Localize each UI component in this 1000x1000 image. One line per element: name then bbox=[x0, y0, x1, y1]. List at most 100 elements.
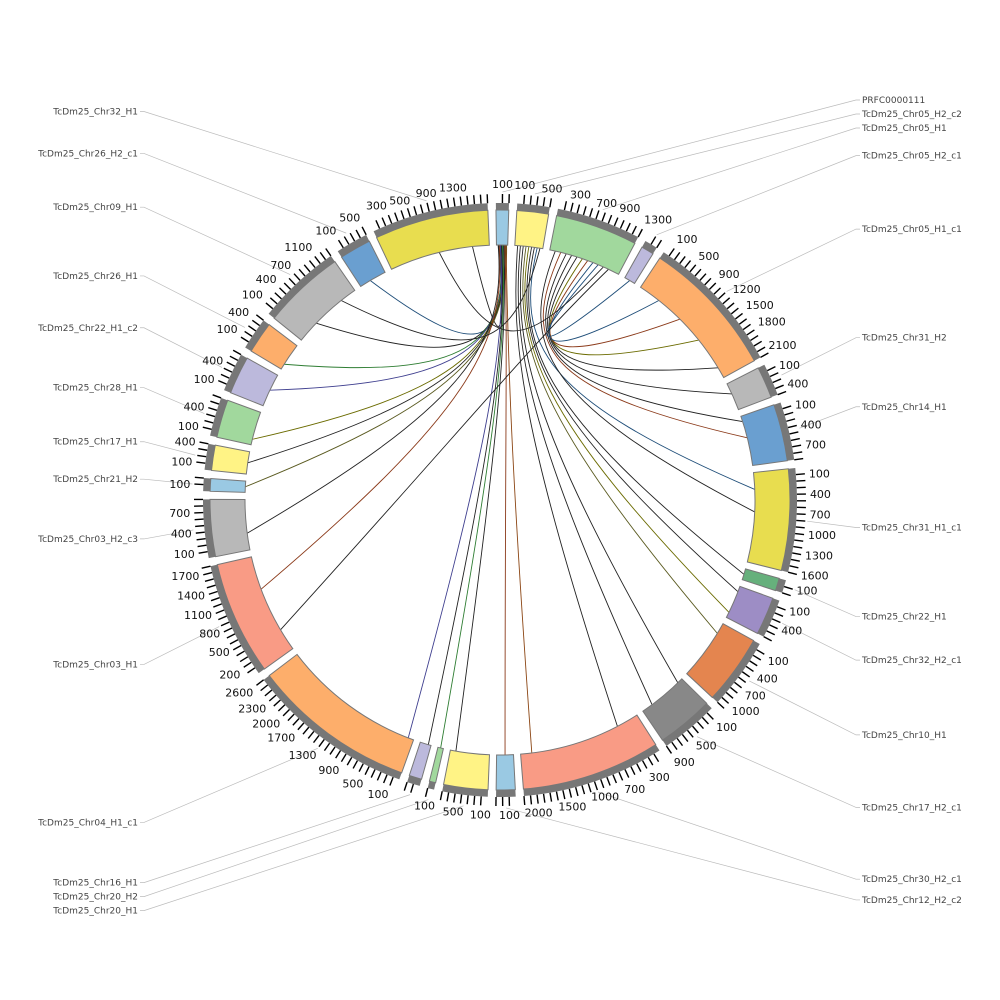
segment-arc[interactable] bbox=[442, 749, 490, 791]
tick-mark bbox=[536, 794, 539, 804]
tick-band bbox=[373, 203, 488, 238]
tick-mark bbox=[424, 787, 429, 797]
segment-TcDm25_Chr16_H1[interactable] bbox=[403, 741, 432, 793]
segment-arc[interactable] bbox=[210, 444, 251, 475]
segment-arc[interactable] bbox=[624, 246, 654, 285]
segment-arc[interactable] bbox=[428, 746, 444, 784]
segment-PRFC0000111[interactable]: 100 bbox=[492, 178, 513, 246]
segment-label: TcDm25_Chr21_H2 bbox=[52, 475, 138, 485]
segment-arc[interactable] bbox=[495, 209, 510, 246]
tick-label: 700 bbox=[596, 197, 617, 210]
link-ribbon bbox=[545, 253, 743, 423]
segment-TcDm25_Chr32_H1[interactable]: 300 500 900 1300 bbox=[366, 182, 490, 270]
segment-TcDm25_Chr20_H2[interactable]: 100 bbox=[414, 746, 444, 813]
segment-TcDm25_Chr03_H1[interactable]: 200 500 800 1100 1400 1700 bbox=[171, 556, 294, 682]
segment-arc[interactable] bbox=[495, 754, 516, 791]
segment-arc[interactable] bbox=[209, 477, 247, 493]
segment-TcDm25_Chr31_H1_c1[interactable]: 100 400 700 1000 1300 1600 bbox=[746, 467, 836, 582]
segment-TcDm25_Chr12_H2_c2[interactable]: 100 bbox=[495, 754, 520, 822]
tick-label: 100 bbox=[367, 788, 388, 801]
tick-label: 300 bbox=[366, 199, 387, 212]
segment-arc[interactable] bbox=[740, 404, 788, 467]
tick-mark bbox=[198, 448, 208, 451]
segment-TcDm25_Chr28_H1[interactable]: 100 400 bbox=[178, 394, 262, 446]
segment-arc[interactable] bbox=[216, 556, 294, 670]
tick-mark bbox=[641, 760, 648, 769]
segment-TcDm25_Chr05_H2_c1[interactable] bbox=[624, 236, 663, 285]
label-leader bbox=[140, 478, 193, 485]
tick-mark bbox=[790, 437, 800, 442]
segment-TcDm25_Chr14_H1[interactable]: 100 400 700 bbox=[740, 399, 826, 467]
link-ribbon bbox=[542, 252, 748, 439]
segment-arc[interactable] bbox=[741, 568, 780, 592]
tick-mark bbox=[314, 255, 321, 265]
segment-arc[interactable] bbox=[229, 357, 279, 407]
link-ribbon bbox=[549, 260, 680, 348]
segment-TcDm25_Chr22_H1[interactable]: 100 bbox=[741, 568, 818, 597]
segment-TcDm25_Chr05_H1[interactable]: 300 700 900 1300 bbox=[549, 189, 672, 275]
tick-mark bbox=[542, 197, 546, 207]
segment-arc[interactable] bbox=[726, 367, 772, 411]
tick-mark bbox=[618, 771, 624, 781]
segment-arc[interactable] bbox=[520, 714, 657, 790]
segment-arc[interactable] bbox=[273, 260, 356, 341]
segment-TcDm25_Chr21_H2[interactable]: 100 bbox=[169, 476, 247, 493]
segment-TcDm25_Chr03_H2_c3[interactable]: 100 400 700 bbox=[169, 498, 251, 561]
link-ribbon bbox=[260, 244, 501, 590]
tick-mark bbox=[746, 329, 755, 336]
links-layer bbox=[245, 244, 755, 755]
segment-arc[interactable] bbox=[209, 498, 251, 558]
label-leader bbox=[140, 747, 318, 823]
tick-label: 1500 bbox=[746, 299, 774, 312]
segment-TcDm25_Chr30_H2_c1[interactable]: 300 700 1000 1500 2000 bbox=[520, 714, 670, 820]
segment-arc[interactable] bbox=[340, 240, 386, 288]
tick-mark bbox=[439, 791, 443, 801]
tick-mark bbox=[787, 424, 797, 429]
tick-label: 300 bbox=[570, 189, 591, 202]
segment-label: TcDm25_Chr05_H1 bbox=[861, 124, 947, 134]
tick-label: 900 bbox=[318, 764, 339, 777]
segment-arc[interactable] bbox=[514, 209, 550, 250]
segment-TcDm25_Chr17_H1[interactable]: 100 400 bbox=[171, 435, 251, 475]
tick-mark bbox=[232, 349, 242, 356]
segment-arc[interactable] bbox=[642, 678, 708, 741]
segment-arc[interactable] bbox=[746, 468, 791, 572]
tick-mark bbox=[772, 378, 782, 384]
label-leader bbox=[726, 228, 860, 292]
tick-mark bbox=[631, 225, 637, 235]
tick-label: 100 bbox=[514, 179, 535, 192]
tick-label: 500 bbox=[389, 195, 410, 208]
segment-arc[interactable] bbox=[375, 209, 490, 270]
tick-mark bbox=[364, 766, 370, 775]
segment-arc[interactable] bbox=[268, 653, 415, 774]
tick-mark bbox=[624, 769, 630, 778]
segment-label: TcDm25_Chr05_H1_c1 bbox=[861, 225, 962, 235]
tick-mark bbox=[792, 444, 802, 448]
segment-arc[interactable] bbox=[216, 399, 262, 446]
segment-label: TcDm25_Chr26_H1 bbox=[52, 272, 138, 282]
tick-label: 2000 bbox=[252, 718, 280, 731]
segment-TcDm25_Chr10_H1[interactable]: 100 400 700 1000 bbox=[686, 622, 789, 718]
segment-arc[interactable] bbox=[408, 741, 432, 780]
segment-TcDm25_Chr05_H2_c2[interactable]: 100 500 bbox=[514, 179, 563, 250]
tick-mark bbox=[264, 689, 273, 697]
tick-mark bbox=[756, 649, 765, 655]
segment-arc[interactable] bbox=[686, 622, 755, 699]
tick-band bbox=[268, 255, 335, 319]
tick-band bbox=[203, 499, 216, 559]
segment-arc[interactable] bbox=[639, 257, 756, 379]
segment-TcDm25_Chr20_H1[interactable]: 100 500 bbox=[439, 749, 491, 821]
segment-arc[interactable] bbox=[549, 214, 636, 275]
segment-arc[interactable] bbox=[250, 323, 298, 370]
segment-arc[interactable] bbox=[725, 585, 774, 635]
